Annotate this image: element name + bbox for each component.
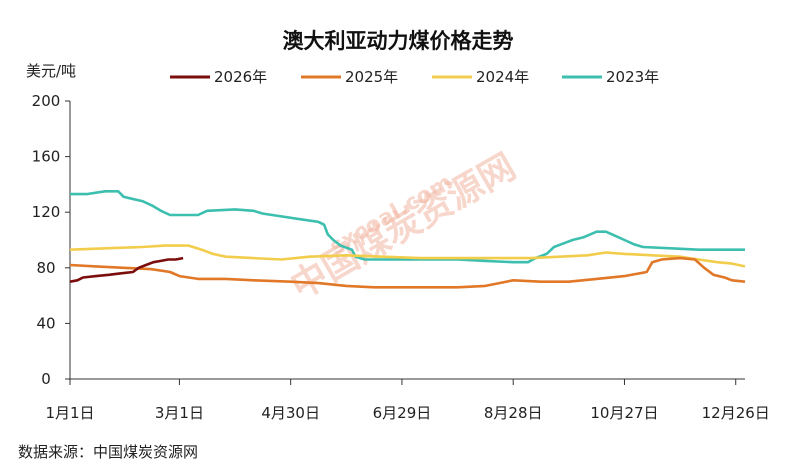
y-tick-label: 80	[36, 259, 55, 277]
x-tick-label: 12月26日	[702, 404, 770, 422]
x-tick-label: 4月30日	[261, 404, 320, 422]
legend-label: 2023年	[606, 68, 659, 86]
legend-label: 2026年	[214, 68, 267, 86]
legend: 2026年 2025年 2024年 2023年	[170, 68, 659, 86]
x-tick-label: 8月28日	[484, 404, 543, 422]
series-line-2023年	[70, 190, 745, 264]
series-line-2025年	[69, 256, 746, 289]
x-tick-label: 6月29日	[373, 404, 432, 422]
y-tick-label: 160	[32, 148, 61, 166]
x-tick-label: 3月1日	[155, 404, 204, 422]
y-tick-label: 200	[32, 92, 61, 110]
x-axis: 1月1日 3月1日 4月30日 6月29日 8月28日 10月27日 12月26日	[45, 378, 770, 422]
y-tick-label: 0	[41, 370, 51, 388]
chart-title: 澳大利亚动力煤价格走势	[283, 29, 514, 53]
x-tick-label: 10月27日	[590, 404, 658, 422]
series-line-2026年	[69, 256, 184, 283]
legend-label: 2025年	[345, 68, 398, 86]
series-line-2024年	[69, 244, 746, 268]
y-axis: 0 40 80 120 160 200	[32, 92, 71, 388]
data-source-note: 数据来源：中国煤炭资源网	[18, 443, 198, 461]
y-tick-label: 120	[32, 203, 61, 221]
legend-label: 2024年	[476, 68, 529, 86]
y-tick-label: 40	[36, 314, 55, 332]
y-axis-unit-label: 美元/吨	[26, 62, 76, 80]
series-lines	[69, 190, 746, 289]
x-tick-label: 1月1日	[45, 404, 94, 422]
